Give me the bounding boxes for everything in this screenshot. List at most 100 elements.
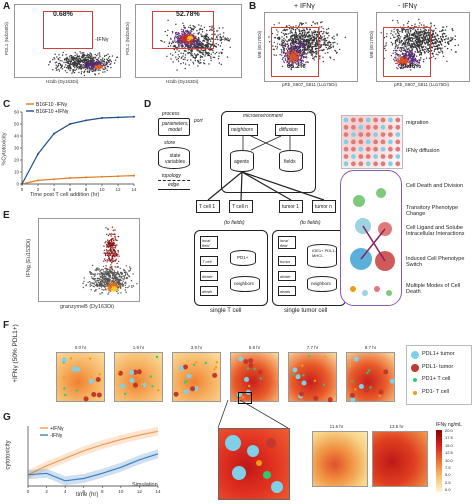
- f-legend-box: [406, 345, 472, 405]
- d-single-t-label: single T cell: [210, 308, 242, 314]
- y-tick-label: 50: [14, 122, 20, 127]
- colorbar-tick: 12.5: [445, 450, 453, 456]
- panel-d-label: D: [144, 99, 152, 110]
- d-store-label: store: [164, 140, 176, 146]
- x-tick-label: 8: [101, 489, 104, 494]
- d-micro-edges: [242, 135, 291, 151]
- x-tick-label: 2: [37, 187, 40, 192]
- d-neighbors-t-text: neighbors: [234, 281, 254, 286]
- data-point: [69, 123, 71, 125]
- colorbar-tick: 5.0: [445, 472, 451, 478]
- panel-a-right-plot: 52.78% +IFNγ: [135, 4, 242, 78]
- gate-box: [152, 11, 214, 49]
- f-legend-dot-3: [413, 391, 417, 395]
- d-neighbors-t-cylinder: neighbors: [230, 276, 260, 292]
- colorbar-tick: 15.0: [445, 442, 453, 448]
- g-caption: Simulation: [132, 482, 158, 488]
- x-tick-label: 12: [137, 489, 143, 494]
- panel-b-left-plot: 65.2%: [264, 12, 358, 82]
- d-single-tumor-label: single tumor cell: [284, 308, 328, 314]
- d-process-label: process: [162, 111, 180, 117]
- d-right-label-6: Multiple Modes of Cell Death: [406, 283, 461, 295]
- panel-e-plot: [38, 218, 140, 302]
- data-point: [101, 117, 103, 119]
- data-point: [69, 177, 71, 179]
- d-divide-tumor-text: divide: [280, 274, 291, 279]
- f-time-label: 0.0 hr: [74, 345, 87, 350]
- d-tumor-text: tumor: [280, 259, 291, 264]
- gate-box: [383, 27, 431, 77]
- d-diffusion-box: diffusion: [275, 124, 305, 136]
- d-topology-label: topology: [162, 173, 181, 179]
- panel-a-label: A: [3, 1, 11, 12]
- d-process-box: parameters, model: [158, 118, 190, 136]
- chart-g: 0 2 4 6 8 10 12 14 +IFNγ-IFNγ: [27, 426, 161, 494]
- d-edge-label: edge: [168, 182, 180, 188]
- series-line: [27, 453, 159, 482]
- data-point: [133, 174, 135, 177]
- d-right-label-0: migration: [406, 120, 429, 126]
- x-tick-label: 12: [115, 187, 121, 192]
- d-neighbors-tumor-cylinder: neighbors: [307, 276, 337, 292]
- legend-label: B16F10 +IFNγ: [36, 109, 69, 115]
- colorbar-tick: 17.5: [445, 435, 453, 441]
- d-agents: agents: [234, 159, 250, 165]
- d-tumor1-box: tumor 1: [279, 200, 303, 213]
- d-to-fields-right: (to fields): [300, 220, 321, 226]
- d-localfield-t-text: local field: [202, 238, 211, 248]
- f-time-label: 7.7 hr: [306, 345, 319, 350]
- chart-c: 0 2 4 6 8 10 12 14 0 10 20 30 40 50 60 B16F10 -IFNγB16F…: [14, 102, 137, 192]
- series-band: [28, 449, 158, 486]
- d-tcell1-box: T cell 1: [196, 200, 220, 213]
- d-death-t: death: [200, 286, 218, 296]
- f-time-label: 9.7 hr: [364, 345, 377, 350]
- panel-f-label: F: [3, 320, 10, 331]
- data-point: [85, 176, 87, 179]
- colorbar-tick: 7.5: [445, 465, 451, 470]
- d-divide-t: divide: [200, 271, 218, 281]
- d-to-fields-left: (to fields): [224, 220, 245, 226]
- d-agents-cylinder: agents: [230, 150, 254, 172]
- y-tick-label: 10: [14, 170, 20, 175]
- d-store-cylinder: state variables: [158, 147, 190, 169]
- f-row-label: +IFNγ (50% PDL1+): [11, 324, 19, 383]
- y-tick-label: 30: [14, 146, 20, 151]
- data-point: [37, 179, 39, 182]
- y-tick-label: 40: [14, 134, 20, 139]
- d-death-tumor-text: death: [280, 289, 291, 294]
- d-right-label-2: Cell Death and Division: [406, 183, 464, 189]
- d-localfield-tumor-text: local field: [280, 238, 289, 248]
- d-pd1-text: PD1+: [237, 255, 249, 260]
- f-time-label: 1.9 hr: [132, 345, 145, 350]
- d-divide-t-text: divide: [202, 274, 213, 279]
- f-timepoint-image: [114, 352, 163, 402]
- d-fields-cylinder: fields: [279, 150, 303, 172]
- f-zoom-square: [238, 392, 252, 404]
- g-timepoint-0: [312, 431, 368, 487]
- f-legend-dot-0: [411, 351, 419, 359]
- a-left-ylabel: PDL1 (Nd150Di): [4, 21, 10, 56]
- b-left-xlabel: pRb_S807_S811 (Lu175Di): [282, 82, 337, 87]
- d-pd1-cylinder: PD1+: [230, 250, 256, 266]
- series-line: [21, 116, 135, 185]
- scatter-a-left: [48, 51, 119, 77]
- data-point: [53, 178, 55, 181]
- x-tick-label: 0: [27, 489, 30, 494]
- f-legend-dot-1: [411, 364, 419, 372]
- g-time-0: 11.6 hr: [329, 424, 344, 429]
- gate-box: [43, 11, 93, 49]
- g-colorbar: [436, 430, 442, 492]
- x-tick-label: 6: [82, 489, 85, 494]
- d-tumor-store: tumor: [278, 256, 296, 266]
- d-tumorn: tumor n: [315, 204, 332, 210]
- g-xlabel: time (hr): [76, 492, 99, 498]
- panel-a-left-plot: 0.68% -IFNγ: [14, 4, 121, 78]
- topology-line: [158, 180, 190, 181]
- d-mhc-cylinder: IOE1+ PDL1- MHCI-: [307, 244, 337, 268]
- d-port-label: port: [194, 118, 203, 124]
- scatter-b-left: [268, 21, 346, 71]
- f-legend-0: PDL1+ tumor: [422, 351, 455, 357]
- d-localfield-t: local field: [200, 236, 218, 249]
- x-tick-label: 6: [69, 187, 72, 192]
- panel-b-right-plot: 39.46%: [376, 12, 470, 82]
